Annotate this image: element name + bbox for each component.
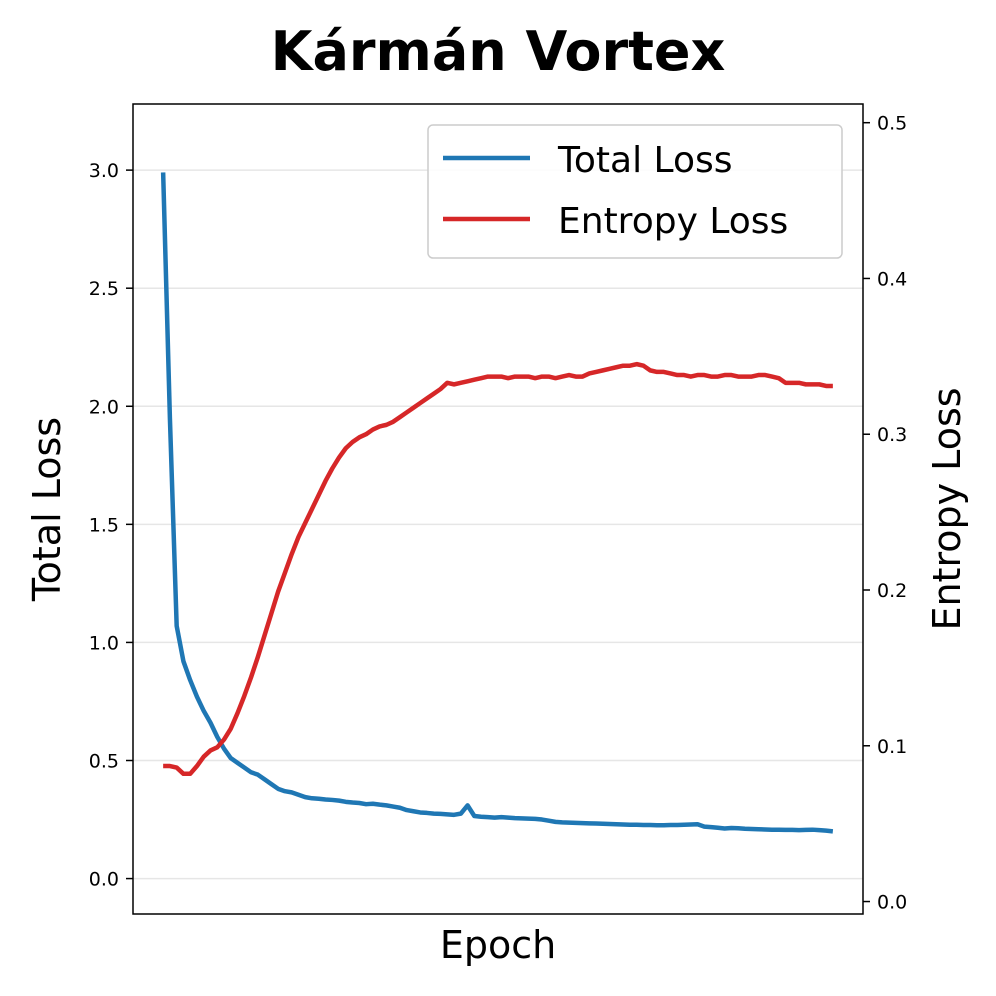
right-tick-label-4: 0.4 [877, 268, 907, 290]
legend-label-entropy-loss: Entropy Loss [558, 201, 788, 242]
x-axis-label: Epoch [440, 923, 556, 967]
legend-label-total-loss: Total Loss [557, 140, 732, 181]
left-tick-label-0: 0.0 [89, 869, 119, 891]
right-tick-label-5: 0.5 [877, 113, 907, 135]
series-lines [160, 172, 834, 834]
left-tick-label-5: 2.5 [89, 278, 119, 300]
right-tick-label-0: 0.0 [877, 892, 907, 914]
left-tick-label-1: 0.5 [89, 751, 119, 773]
chart-title: Kármán Vortex [271, 20, 726, 83]
y-axis-label: Total Loss [25, 417, 69, 602]
series-line-entropy-loss [163, 361, 833, 777]
series-line-total-loss [160, 172, 834, 834]
y2-axis-label: Entropy Loss [925, 387, 969, 630]
left-tick-label-3: 1.5 [89, 514, 119, 536]
right-axis-ticks: 0.0 0.1 0.2 0.3 0.4 0.5 [863, 113, 907, 914]
grid-lines [133, 169, 863, 880]
left-tick-label-4: 2.0 [89, 396, 119, 418]
left-tick-label-6: 3.0 [89, 160, 119, 182]
left-tick-label-2: 1.0 [89, 632, 119, 654]
right-tick-label-1: 0.1 [877, 736, 907, 758]
plot-frame [132, 103, 864, 915]
legend: Total Loss Entropy Loss [427, 124, 843, 259]
right-tick-label-2: 0.2 [877, 580, 907, 602]
left-axis-ticks: 0.0 0.5 1.0 1.5 2.0 2.5 3.0 [89, 160, 133, 891]
right-tick-label-3: 0.3 [877, 424, 907, 446]
legend-box [427, 124, 843, 259]
